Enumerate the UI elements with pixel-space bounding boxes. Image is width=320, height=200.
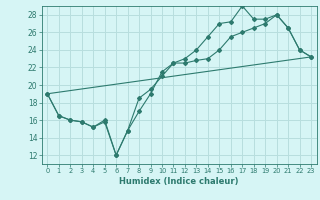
X-axis label: Humidex (Indice chaleur): Humidex (Indice chaleur) [119, 177, 239, 186]
